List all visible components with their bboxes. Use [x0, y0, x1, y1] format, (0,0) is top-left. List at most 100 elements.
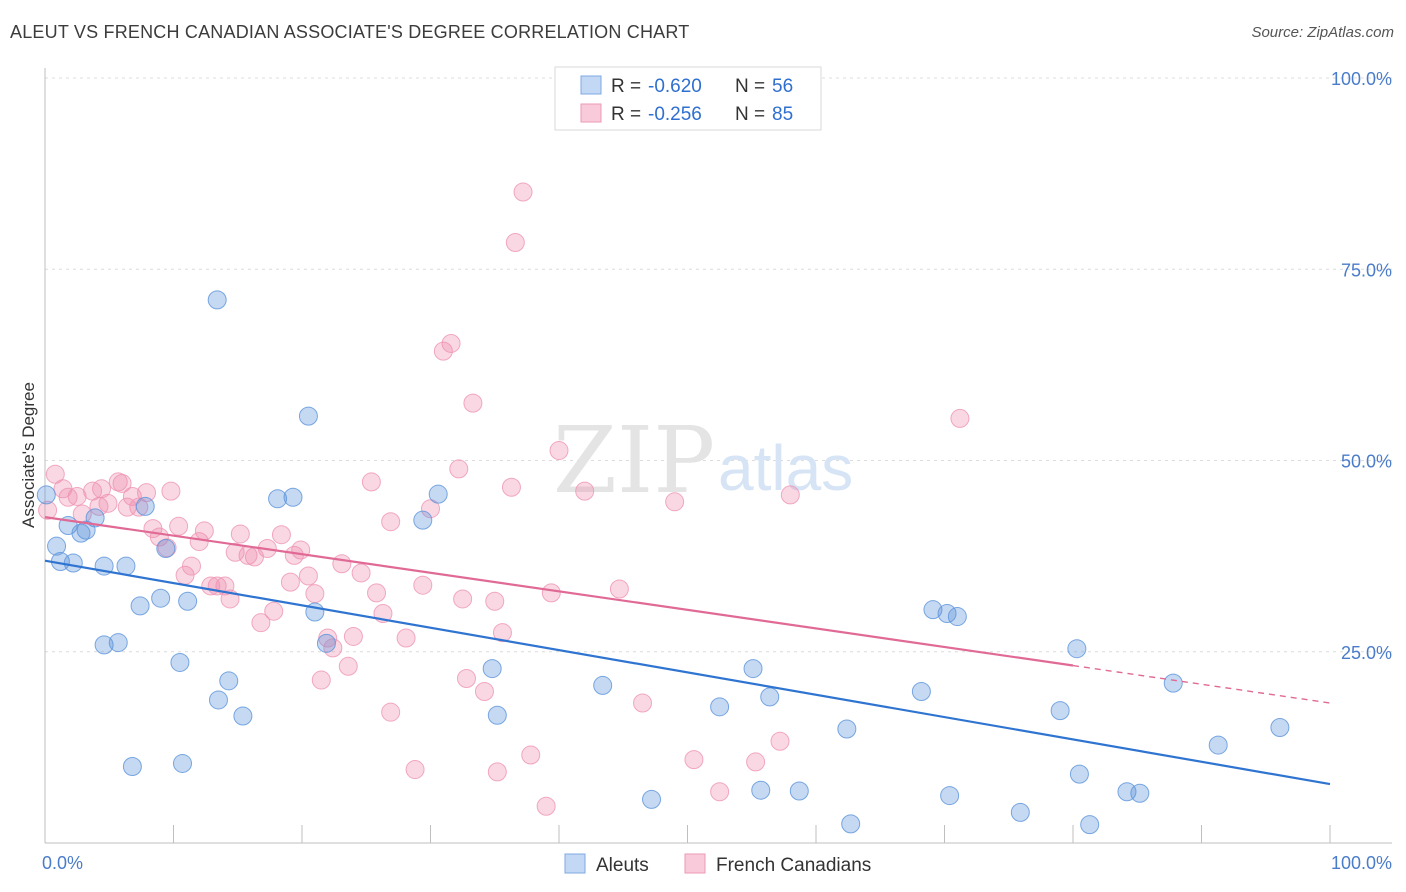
point-french-53: [381, 702, 401, 722]
trend-line-french: [44, 516, 1074, 667]
bottom-legend-aleuts: Aleuts: [596, 855, 649, 876]
point-aleuts-40: [837, 719, 857, 739]
point-aleuts-30: [428, 484, 448, 504]
point-aleuts-16: [156, 538, 176, 558]
point-aleuts-37: [751, 780, 771, 800]
point-aleuts-44: [937, 604, 957, 623]
grid-lines: [45, 77, 1392, 653]
point-french-66: [487, 762, 507, 782]
point-french-69: [505, 232, 525, 252]
point-aleuts-49: [1067, 639, 1087, 659]
point-french-13: [122, 486, 142, 506]
watermark-atlas: atlas: [718, 432, 853, 504]
point-aleuts-48: [1050, 701, 1070, 721]
point-french-55: [405, 760, 425, 780]
point-aleuts-21: [208, 690, 228, 710]
point-aleuts-11: [116, 556, 136, 576]
point-aleuts-4: [63, 553, 83, 573]
point-aleuts-32: [487, 705, 507, 725]
point-french-37: [280, 572, 300, 592]
legend-n-value-aleuts: 56: [772, 76, 793, 97]
point-french-81: [746, 752, 766, 772]
point-aleuts-47: [1010, 802, 1030, 822]
point-aleuts-56: [1270, 717, 1290, 737]
point-french-35: [264, 601, 284, 621]
legend-n-value-french: 85: [772, 104, 793, 125]
point-aleuts-53: [1130, 783, 1150, 803]
x-tick-label-0: 0.0%: [42, 853, 83, 873]
point-french-68: [501, 477, 521, 497]
point-french-22: [181, 556, 201, 576]
point-french-82: [770, 731, 790, 751]
point-french-62: [456, 669, 476, 689]
point-french-84: [950, 408, 970, 428]
point-french-83: [780, 485, 800, 505]
point-french-47: [343, 626, 363, 646]
point-french-19: [161, 481, 181, 501]
point-french-11: [112, 473, 132, 493]
point-aleuts-34: [642, 789, 662, 809]
point-french-50: [367, 583, 387, 603]
point-aleuts-17: [170, 652, 190, 672]
legend-r-value-french: -0.256: [648, 104, 702, 125]
point-aleuts-23: [233, 706, 253, 726]
point-french-39: [291, 540, 311, 560]
trend-lines: [44, 516, 1331, 786]
point-french-49: [361, 472, 381, 492]
series-aleuts: [36, 290, 1290, 835]
bottom-legend: Aleuts French Canadians: [564, 853, 871, 876]
y-tick-label-3: 25.0%: [1341, 643, 1392, 663]
point-french-63: [463, 393, 483, 413]
legend-r-label-french: R =: [611, 104, 641, 125]
point-french-58: [433, 341, 453, 361]
point-french-15: [137, 483, 157, 503]
legend-r-label-aleuts: R =: [611, 76, 641, 97]
point-french-61: [453, 589, 473, 609]
point-aleuts-10: [108, 633, 128, 653]
point-french-59: [441, 333, 461, 353]
point-french-67: [492, 623, 512, 643]
point-french-78: [665, 492, 685, 512]
legend-box: R = -0.620 N = 56 R = -0.256 N = 85: [554, 66, 822, 131]
point-french-45: [332, 554, 352, 574]
point-french-60: [449, 459, 469, 479]
point-french-70: [513, 182, 533, 202]
point-french-54: [396, 628, 416, 648]
legend-r-value-aleuts: -0.620: [648, 76, 702, 97]
point-french-18: [157, 538, 177, 558]
y-axis-label: Associate's Degree: [19, 382, 38, 528]
point-french-40: [298, 566, 318, 586]
point-aleuts-36: [743, 659, 763, 679]
y-tick-label-0: 100.0%: [1331, 69, 1392, 89]
point-french-72: [536, 796, 556, 816]
point-french-56: [413, 575, 433, 595]
point-french-36: [271, 525, 291, 545]
point-aleuts-12: [122, 757, 142, 776]
point-aleuts-41: [841, 814, 861, 834]
point-french-65: [485, 591, 505, 611]
bottom-legend-swatch-aleuts: [564, 853, 586, 874]
point-aleuts-14: [135, 496, 155, 516]
point-french-0: [38, 500, 58, 520]
point-french-48: [351, 563, 371, 583]
legend-n-label-french: N =: [735, 104, 765, 125]
y-tick-label-2: 50.0%: [1341, 452, 1392, 472]
point-aleuts-24: [268, 489, 288, 509]
series-french-canadians: [38, 182, 970, 816]
point-french-4: [67, 486, 87, 506]
point-french-33: [251, 613, 271, 633]
trend-line-aleuts: [44, 559, 1331, 786]
point-aleuts-55: [1208, 735, 1228, 755]
point-french-46: [338, 656, 358, 676]
axes: [44, 68, 1392, 844]
point-aleuts-25: [283, 487, 303, 507]
tick-labels: 100.0% 75.0% 50.0% 25.0% 0.0% 100.0%: [42, 69, 1392, 873]
trend-line-french-extension: [1072, 664, 1331, 704]
point-aleuts-38: [760, 687, 780, 707]
point-french-24: [194, 521, 214, 541]
point-aleuts-26: [298, 406, 318, 426]
point-french-41: [305, 584, 325, 604]
point-french-42: [311, 670, 331, 690]
point-aleuts-28: [316, 633, 336, 653]
point-french-71: [521, 745, 541, 765]
